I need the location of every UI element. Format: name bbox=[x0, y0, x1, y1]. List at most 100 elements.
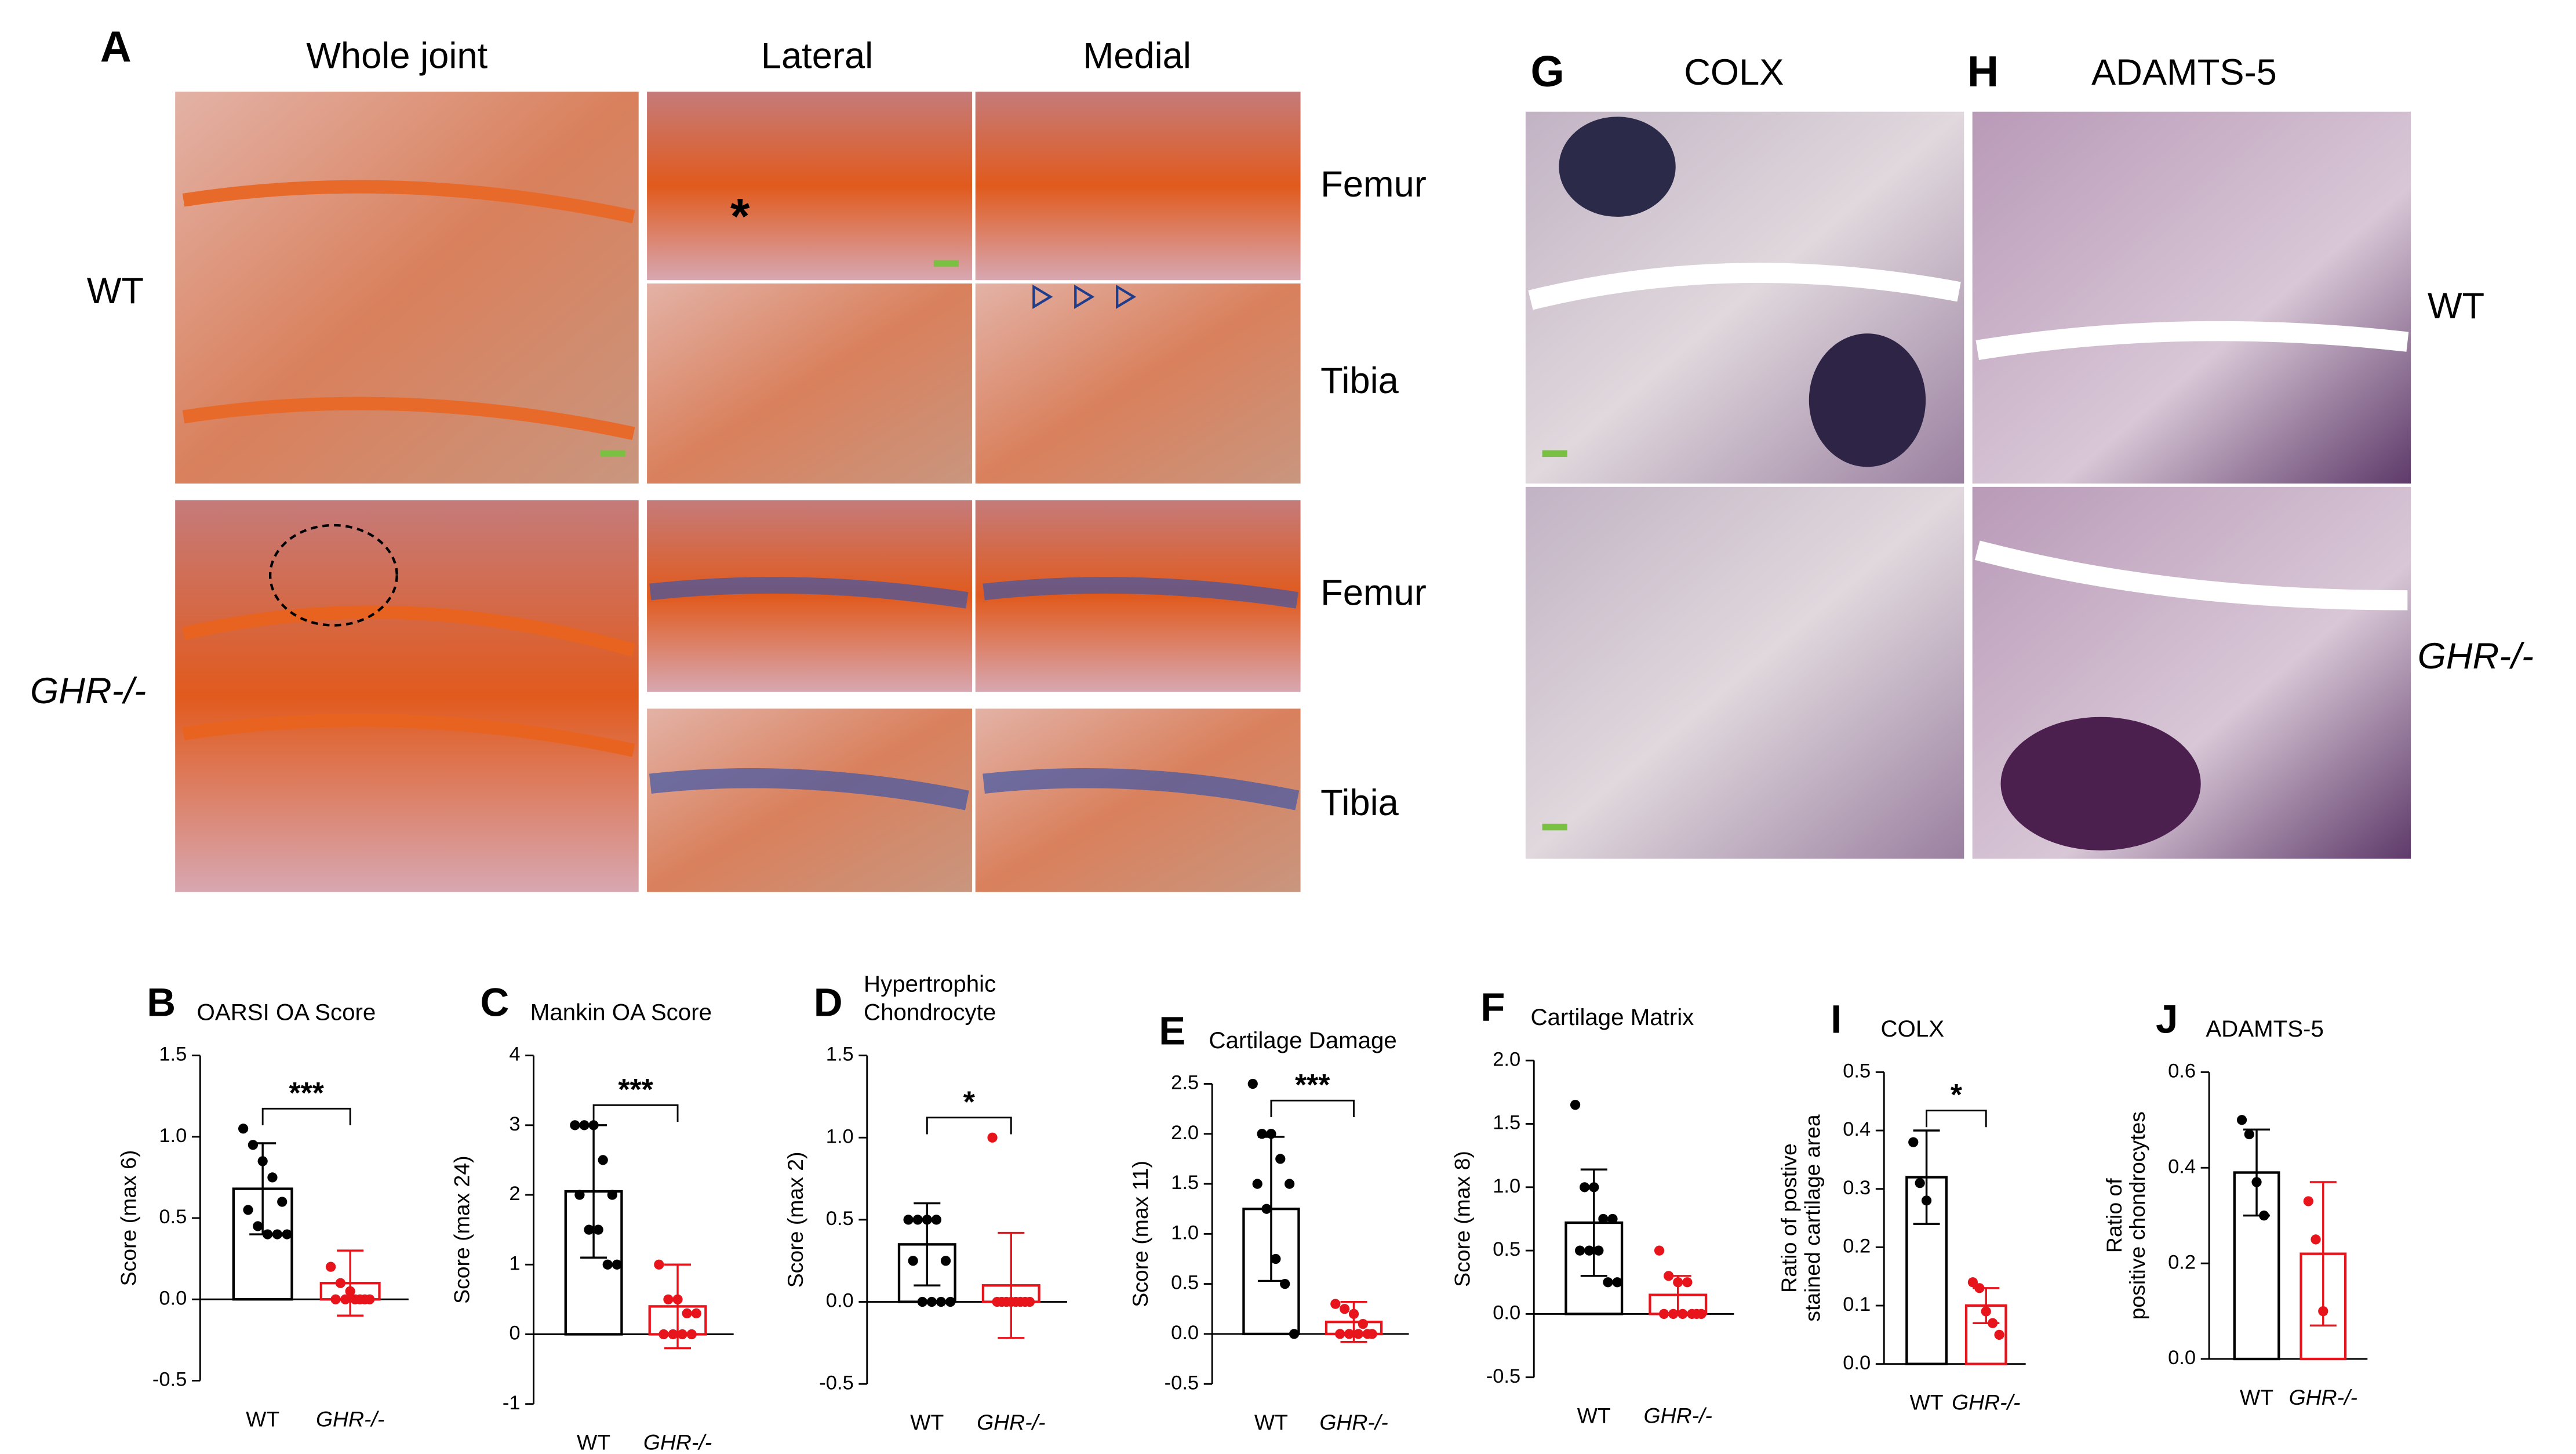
y-tick-label: 0.5 bbox=[1493, 1238, 1520, 1260]
data-point bbox=[663, 1294, 674, 1305]
data-point bbox=[1673, 1277, 1683, 1288]
data-point bbox=[2311, 1234, 2321, 1245]
y-tick-label: 0.1 bbox=[1843, 1293, 1871, 1315]
image bbox=[647, 92, 972, 281]
data-point bbox=[574, 1190, 585, 1200]
significance-bracket bbox=[1926, 1110, 1987, 1128]
data-point bbox=[2259, 1211, 2269, 1221]
data-point bbox=[931, 1215, 942, 1225]
data-point bbox=[584, 1224, 594, 1235]
site-label: Femur bbox=[1320, 164, 1427, 205]
row-label: WT bbox=[87, 271, 144, 311]
y-axis-label: Score (max 24) bbox=[450, 1155, 474, 1303]
chart-title: ADAMTS-5 bbox=[2206, 1016, 2324, 1042]
panel-title: COLX bbox=[1684, 52, 1784, 93]
significance: *** bbox=[1295, 1068, 1330, 1102]
data-point bbox=[1261, 1204, 1272, 1214]
data-point bbox=[1607, 1213, 1618, 1224]
column-title: Whole joint bbox=[306, 35, 487, 76]
y-tick-label: 0.5 bbox=[826, 1208, 854, 1230]
x-tick-label: WT bbox=[910, 1410, 944, 1434]
x-tick-label: GHR-/- bbox=[977, 1410, 1045, 1434]
y-tick-label: 0.4 bbox=[2168, 1155, 2196, 1177]
panel-letter: B bbox=[147, 980, 176, 1025]
data-point bbox=[1988, 1318, 1998, 1328]
data-point bbox=[1284, 1179, 1295, 1189]
data-point bbox=[238, 1124, 249, 1134]
data-point bbox=[1584, 1245, 1595, 1256]
data-point bbox=[243, 1205, 253, 1215]
data-point bbox=[668, 1329, 678, 1340]
data-point bbox=[593, 1224, 603, 1235]
data-point bbox=[654, 1259, 664, 1270]
data-point bbox=[248, 1140, 259, 1150]
data-point bbox=[1589, 1182, 1599, 1193]
chart-title: OARSI OA Score bbox=[197, 999, 376, 1025]
y-tick-label: 1 bbox=[509, 1252, 520, 1274]
significance: *** bbox=[618, 1073, 653, 1106]
data-point bbox=[691, 1308, 701, 1319]
data-point bbox=[1612, 1277, 1622, 1288]
y-tick-label: 1.0 bbox=[1493, 1175, 1520, 1197]
panel-letter: H bbox=[1967, 47, 1999, 96]
data-point bbox=[612, 1259, 622, 1270]
row-label: WT bbox=[2428, 286, 2484, 326]
significance: * bbox=[1951, 1078, 1963, 1111]
data-point bbox=[903, 1215, 914, 1225]
x-tick-label: WT bbox=[2240, 1385, 2273, 1409]
data-point bbox=[340, 1294, 351, 1304]
y-axis-label: Ratio of bbox=[2102, 1178, 2126, 1253]
data-point bbox=[1289, 1329, 1300, 1339]
image bbox=[175, 500, 639, 892]
row-label: GHR-/- bbox=[2418, 636, 2534, 677]
data-point bbox=[2251, 1177, 2262, 1187]
data-point bbox=[1344, 1329, 1355, 1339]
x-tick-label: WT bbox=[577, 1430, 610, 1454]
x-tick-label: GHR-/- bbox=[316, 1406, 384, 1431]
image bbox=[1525, 486, 1964, 859]
y-tick-label: 1.5 bbox=[1493, 1112, 1520, 1134]
data-point bbox=[1598, 1213, 1609, 1224]
y-tick-label: 0.0 bbox=[826, 1290, 854, 1312]
x-tick-label: GHR-/- bbox=[1644, 1404, 1712, 1428]
data-point bbox=[1335, 1329, 1345, 1339]
data-point bbox=[1353, 1329, 1364, 1339]
data-point bbox=[1593, 1245, 1604, 1256]
data-point bbox=[253, 1221, 263, 1231]
data-point bbox=[607, 1190, 617, 1200]
data-point bbox=[1348, 1308, 1359, 1319]
site-label: Tibia bbox=[1320, 361, 1399, 401]
panel-letter: I bbox=[1831, 997, 1842, 1041]
data-point bbox=[1252, 1179, 1262, 1189]
significance-bracket bbox=[592, 1104, 679, 1122]
panel-letter: E bbox=[1159, 1008, 1185, 1053]
y-tick-label: 2.0 bbox=[1493, 1048, 1520, 1070]
y-tick-label: 1.0 bbox=[826, 1125, 854, 1147]
data-point bbox=[1247, 1078, 1258, 1089]
chart-title: Chondrocyte bbox=[864, 999, 996, 1025]
x-tick-label: WT bbox=[1577, 1404, 1611, 1428]
data-point bbox=[672, 1294, 683, 1305]
data-point bbox=[987, 1132, 998, 1143]
column-title: Lateral bbox=[761, 35, 873, 76]
chart-title: Cartilage Matrix bbox=[1530, 1004, 1694, 1030]
y-tick-label: -1 bbox=[503, 1392, 521, 1414]
data-point bbox=[940, 1256, 951, 1266]
data-point bbox=[2303, 1196, 2313, 1206]
y-tick-label: 0.2 bbox=[2168, 1251, 2196, 1273]
data-point bbox=[908, 1256, 918, 1266]
y-tick-label: 0.0 bbox=[1171, 1322, 1199, 1344]
y-tick-label: 0.0 bbox=[2168, 1347, 2196, 1369]
significance-bracket bbox=[261, 1107, 351, 1126]
micrographs-gh bbox=[1525, 111, 2411, 859]
y-tick-label: 0 bbox=[509, 1322, 520, 1344]
column-title: Medial bbox=[1083, 35, 1191, 76]
y-tick-label: 2.5 bbox=[1171, 1072, 1199, 1094]
data-point bbox=[1271, 1253, 1281, 1264]
data-point bbox=[1020, 1296, 1031, 1307]
data-point bbox=[335, 1278, 346, 1288]
data-point bbox=[1687, 1308, 1697, 1319]
y-tick-label: 0.0 bbox=[1843, 1352, 1871, 1374]
row-label: GHR-/- bbox=[30, 671, 146, 711]
data-point bbox=[262, 1229, 273, 1239]
